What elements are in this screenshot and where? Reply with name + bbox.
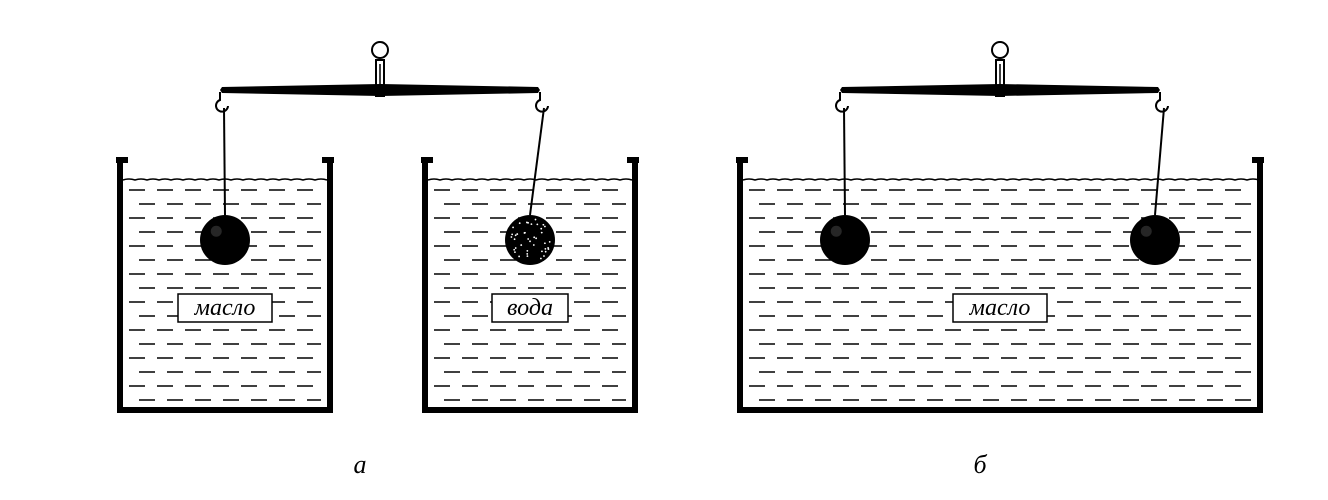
- svg-text:вода: вода: [507, 295, 553, 321]
- diagram-stage: масло вода масло а б: [0, 0, 1328, 500]
- caption-a: а: [340, 450, 380, 480]
- svg-text:масло: масло: [194, 295, 256, 321]
- caption-b: б: [960, 450, 1000, 480]
- svg-text:масло: масло: [969, 295, 1031, 321]
- diagram-svg: масло вода масло: [0, 0, 1328, 500]
